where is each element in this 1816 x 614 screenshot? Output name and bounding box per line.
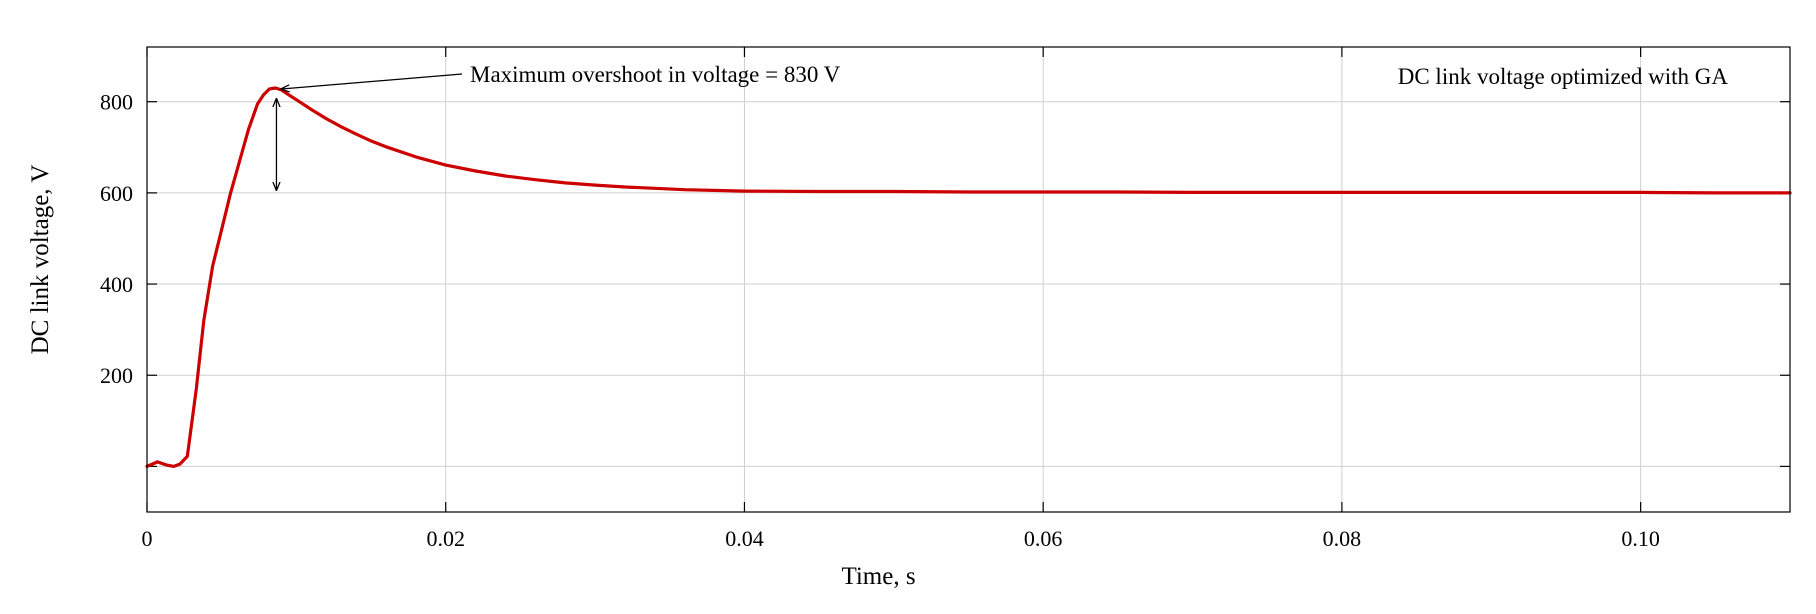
y-tick-label: 400: [100, 272, 133, 297]
x-tick-label: 0.10: [1621, 526, 1660, 551]
x-tick-label: 0.06: [1024, 526, 1063, 551]
x-tick-label: 0.02: [426, 526, 465, 551]
x-axis-label: Time, s: [841, 563, 915, 590]
y-tick-label: 200: [100, 363, 133, 388]
plot-frame: [146, 46, 1791, 513]
y-tick-label: 600: [100, 181, 133, 206]
overshoot-callout-arrow: [281, 73, 463, 89]
overshoot-annotation-text: Maximum overshoot in voltage = 830 V: [470, 62, 841, 87]
series-group: [145, 86, 1792, 468]
y-axis-label: DC link voltage, V: [27, 165, 54, 355]
series-label-text: DC link voltage optimized with GA: [1398, 64, 1729, 89]
x-tick-label: 0.08: [1323, 526, 1362, 551]
y-tick-label: 800: [100, 90, 133, 115]
overshoot-annotation: Maximum overshoot in voltage = 830 V: [276, 62, 841, 190]
dc-link-voltage-line: [145, 86, 1792, 468]
x-tick-label: 0.04: [725, 526, 764, 551]
x-tick-label: 0: [142, 526, 153, 551]
tick-labels: 0 0.02 0.04 0.06 0.08 0.10 200 400 600 800: [100, 90, 1660, 551]
